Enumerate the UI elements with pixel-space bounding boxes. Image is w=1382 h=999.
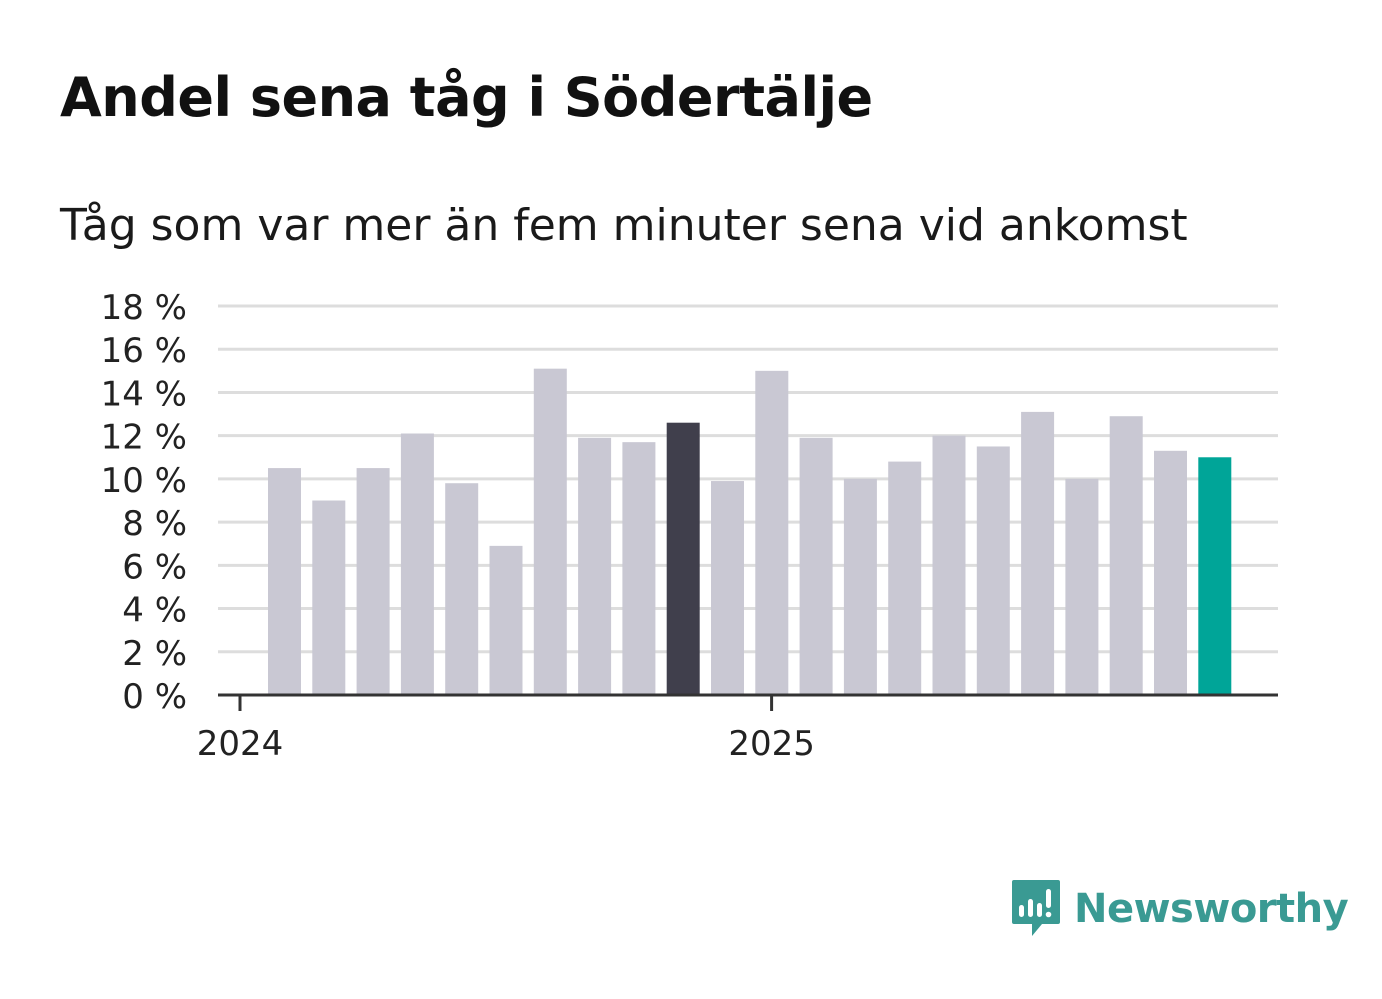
bar (932, 435, 966, 695)
y-tick-label: 18 % (101, 288, 187, 328)
brand-name: Newsworthy (1074, 886, 1349, 932)
bar (268, 468, 301, 695)
y-tick-label: 10 % (101, 461, 187, 501)
bar (1065, 478, 1099, 695)
chart-subtitle: Tåg som var mer än fem minuter sena vid … (60, 200, 1188, 251)
bar (711, 481, 744, 695)
x-axis: 2024 2025 (197, 693, 1278, 764)
y-tick-label: 16 % (101, 331, 187, 371)
y-tick-label: 6 % (122, 547, 187, 587)
bar-chart: 0 %2 %4 %6 %8 %10 %12 %14 %16 %18 % 2024… (101, 288, 1278, 764)
bars (268, 368, 1232, 695)
y-axis: 0 %2 %4 %6 %8 %10 %12 %14 %16 %18 % (101, 288, 187, 717)
newsworthy-logo: Newsworthy (1010, 878, 1349, 940)
bar (888, 461, 922, 695)
y-tick-label: 14 % (101, 374, 187, 414)
bar (666, 422, 700, 695)
bar (445, 483, 479, 695)
grid-lines (218, 304, 1278, 654)
bar (799, 437, 833, 695)
bar (533, 368, 567, 695)
bar (1109, 416, 1143, 695)
bar (1154, 450, 1187, 695)
bar (755, 370, 789, 695)
bar (622, 442, 656, 695)
x-tick-label: 2024 (197, 724, 284, 764)
bar (1198, 457, 1232, 695)
bar (976, 446, 1010, 695)
bar (489, 545, 523, 695)
x-tick-label: 2025 (728, 724, 815, 764)
bar (1021, 411, 1055, 695)
bar (312, 500, 346, 695)
bar (578, 437, 612, 695)
chart-title: Andel sena tåg i Södertälje (60, 66, 873, 129)
bar (356, 468, 390, 695)
y-tick-label: 12 % (101, 418, 187, 458)
y-tick-label: 4 % (122, 591, 187, 631)
bar (400, 433, 434, 695)
bar (843, 478, 877, 695)
y-tick-label: 0 % (122, 677, 187, 717)
newsworthy-logo-icon (1012, 880, 1060, 936)
y-tick-label: 2 % (122, 634, 187, 674)
y-tick-label: 8 % (122, 504, 187, 544)
